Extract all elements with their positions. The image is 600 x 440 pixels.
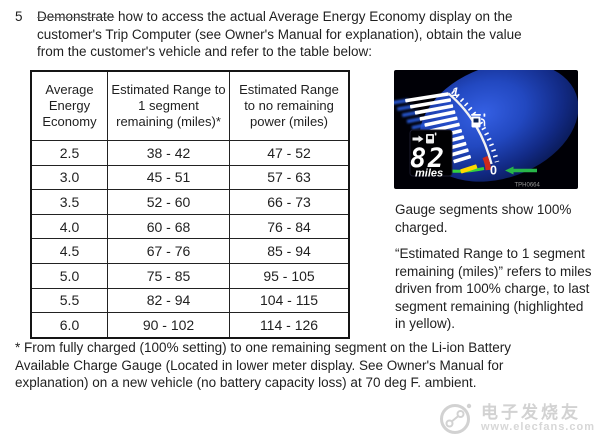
- watermark-brand: 电子发烧友: [480, 403, 581, 423]
- cell-range-nopower: 47 - 52: [229, 140, 350, 166]
- table-row: 4.5 67 - 76 85 - 94: [30, 238, 350, 264]
- table-row: 2.5 38 - 42 47 - 52: [30, 140, 350, 166]
- col-header-average-energy-economy: Average Energy Economy: [30, 70, 108, 141]
- cell-range-1seg: 82 - 94: [107, 287, 230, 314]
- cell-economy: 5.5: [30, 287, 108, 314]
- caption-line-2: “Estimated Range to 1 segment remaining …: [395, 246, 592, 331]
- range-table: Average Energy Economy Estimated Range t…: [30, 70, 350, 339]
- watermark-text: 电子发烧友 www.elecfans.com: [481, 404, 595, 433]
- header-row: Average Energy Economy Estimated Range t…: [30, 70, 350, 141]
- yellow-last-segment: [460, 164, 478, 174]
- instruction-word-struck: Demonstrate: [37, 9, 115, 24]
- cell-range-nopower: 114 - 126: [229, 312, 350, 339]
- range-display-panel: 82 miles: [409, 129, 453, 180]
- table-row: 5.5 82 - 94 104 - 115: [30, 287, 350, 314]
- table-row: 3.0 45 - 51 57 - 63: [30, 164, 350, 191]
- scale-label-empty: 0: [490, 164, 497, 178]
- cell-range-nopower: 57 - 63: [229, 164, 350, 191]
- instruction-text: Demonstrate how to access the actual Ave…: [37, 8, 542, 61]
- caption-line-1: Gauge segments show 100% charged.: [395, 202, 572, 235]
- table-row: 5.0 75 - 85 95 - 105: [30, 262, 350, 289]
- scale-label-full: 1: [452, 85, 459, 99]
- col-header-range-to-1-segment: Estimated Range to 1 segment remaining (…: [107, 70, 230, 141]
- cell-economy: 6.0: [30, 312, 108, 339]
- gauge-caption: Gauge segments show 100% charged. “Estim…: [395, 201, 593, 342]
- instruction-rest: how to access the actual Average Energy …: [37, 9, 522, 59]
- red-reserve-segment: [482, 155, 492, 171]
- cell-range-nopower: 85 - 94: [229, 238, 350, 264]
- elecfans-logo-icon: [439, 403, 472, 434]
- table-footnote: * From fully charged (100% setting) to o…: [15, 340, 512, 390]
- cell-economy: 3.0: [30, 164, 108, 191]
- cell-range-1seg: 45 - 51: [107, 164, 230, 191]
- table-row: 6.0 90 - 102 114 - 126: [30, 312, 350, 339]
- table-row: 3.5 52 - 60 66 - 73: [30, 189, 350, 215]
- cell-range-nopower: 104 - 115: [229, 287, 350, 314]
- cell-range-1seg: 90 - 102: [107, 312, 230, 339]
- cell-range-nopower: 76 - 84: [229, 213, 350, 240]
- watermark: 电子发烧友 www.elecfans.com: [438, 401, 595, 437]
- cell-economy: 4.0: [30, 213, 108, 240]
- cell-range-1seg: 75 - 85: [107, 262, 230, 289]
- photo-code: TPH0664: [515, 183, 541, 189]
- table-row: 4.0 60 - 68 76 - 84: [30, 213, 350, 240]
- fuel-pump-mini-icon: [426, 132, 437, 144]
- miles-unit-label: miles: [415, 168, 443, 180]
- green-left-arrow-icon: [505, 166, 537, 175]
- watermark-url: www.elecfans.com: [480, 421, 595, 434]
- charging-station-icon: [471, 113, 486, 128]
- cell-economy: 3.5: [30, 189, 108, 215]
- cell-range-1seg: 67 - 76: [107, 238, 230, 264]
- cell-range-1seg: 60 - 68: [107, 213, 230, 240]
- cell-range-1seg: 52 - 60: [107, 189, 230, 215]
- item-number: 5: [15, 9, 23, 24]
- cell-range-nopower: 66 - 73: [229, 189, 350, 215]
- distance-to-arrow-icon: [412, 135, 424, 143]
- range-table-body: 2.5 38 - 42 47 - 52 3.0 45 - 51 57 - 63 …: [30, 140, 350, 339]
- range-table-header: Average Energy Economy Estimated Range t…: [30, 70, 350, 141]
- seven-segment-range-value: 82: [410, 143, 446, 174]
- col-header-range-to-no-power: Estimated Range to no remaining power (m…: [229, 70, 350, 141]
- instruction-block: 5 Demonstrate how to access the actual A…: [15, 8, 575, 61]
- cell-economy: 5.0: [30, 262, 108, 289]
- cell-economy: 4.5: [30, 238, 108, 264]
- battery-gauge-graphic: 1 0 82 miles: [392, 62, 579, 189]
- cell-range-1seg: 38 - 42: [107, 140, 230, 166]
- cell-range-nopower: 95 - 105: [229, 262, 350, 289]
- battery-gauge-image: 1 0 82 miles: [392, 62, 579, 189]
- cell-economy: 2.5: [30, 140, 108, 166]
